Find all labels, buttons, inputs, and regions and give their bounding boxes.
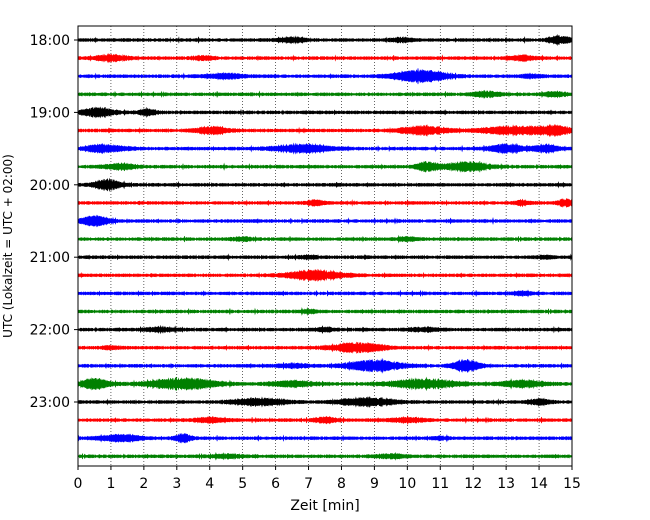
- x-tick-label: 6: [271, 476, 280, 492]
- x-tick-label: 13: [497, 476, 515, 492]
- x-tick-label: 14: [530, 476, 548, 492]
- x-tick-label: 10: [398, 476, 416, 492]
- y-tick-label: 22:00: [30, 323, 70, 339]
- y-tick-label: 23:00: [30, 395, 70, 411]
- x-tick-label: 3: [172, 476, 181, 492]
- y-axis-ticks: 18:00 19:00 20:00 21:00 22:00 23:00: [30, 33, 78, 411]
- x-tick-label: 4: [205, 476, 214, 492]
- y-tick-label: 21:00: [30, 250, 70, 266]
- vertical-grid: [110, 26, 540, 466]
- x-tick-label: 12: [464, 476, 482, 492]
- x-tick-label: 7: [304, 476, 313, 492]
- x-tick-label: 9: [370, 476, 379, 492]
- y-tick-label: 19:00: [30, 105, 70, 121]
- y-tick-label: 20:00: [30, 178, 70, 194]
- plot-frame: [77, 25, 573, 467]
- y-tick-label: 18:00: [30, 33, 70, 49]
- x-tick-label: 2: [139, 476, 148, 492]
- x-tick-label: 11: [431, 476, 449, 492]
- x-axis-ticks: 0 1 2 3 4 5 6 7 8 9 10 11 12 13 14 15: [74, 466, 581, 492]
- x-axis-label: Zeit [min]: [290, 498, 359, 514]
- x-tick-label: 5: [238, 476, 247, 492]
- x-tick-label: 1: [106, 476, 115, 492]
- x-tick-label: 8: [337, 476, 346, 492]
- x-tick-label: 0: [74, 476, 83, 492]
- x-tick-label: 15: [563, 476, 581, 492]
- y-axis-label: UTC (Lokalzeit = UTC + 02:00): [1, 154, 15, 338]
